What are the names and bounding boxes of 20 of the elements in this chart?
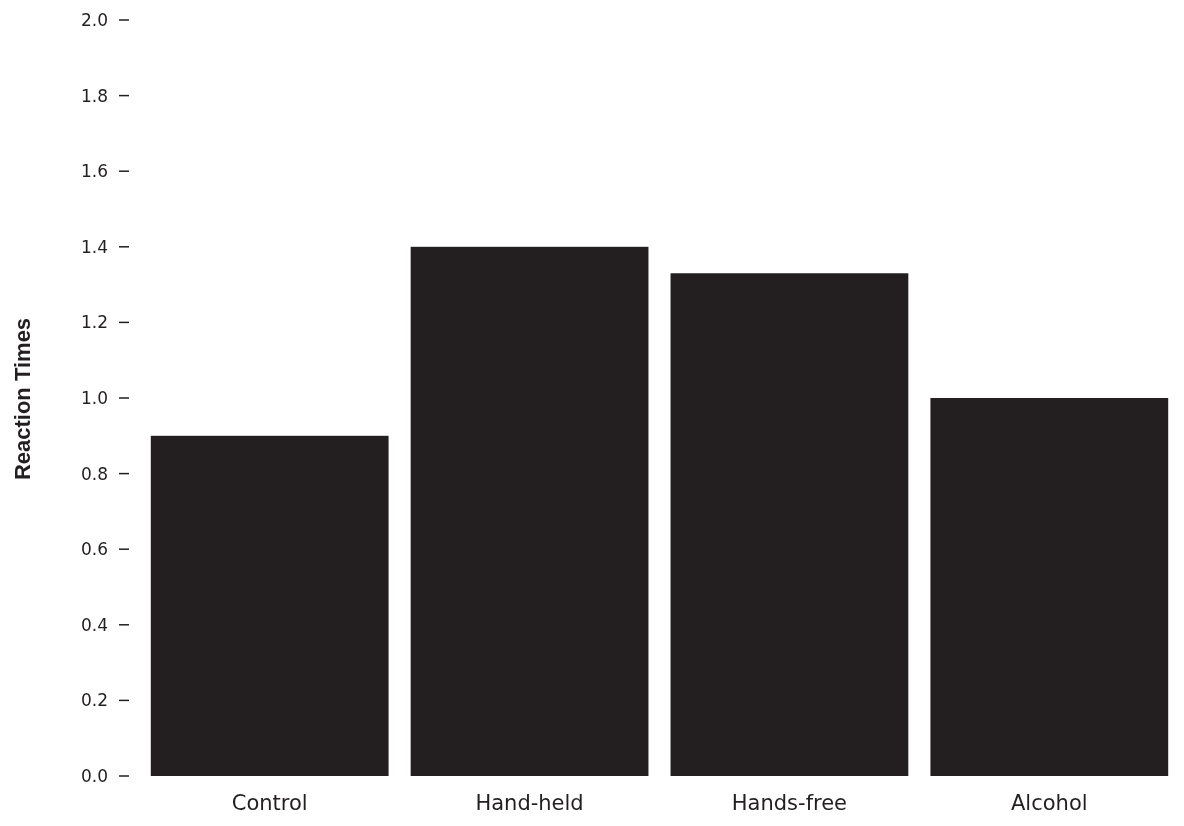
y-tick-label: 0.6	[80, 539, 108, 560]
y-tick-label: 0.2	[80, 690, 108, 711]
bar	[670, 273, 909, 776]
bar	[150, 435, 389, 776]
y-tick-label: 1.0	[80, 387, 108, 408]
x-tick-label: Control	[231, 791, 308, 815]
x-tick-label: Hands-free	[731, 791, 848, 815]
bar	[410, 246, 649, 776]
y-tick-label: 1.8	[80, 85, 108, 106]
bar	[930, 398, 1169, 776]
x-tick-label: Alcohol	[1011, 791, 1088, 815]
y-tick-label: 0.0	[80, 765, 108, 786]
y-tick-label: 2.0	[80, 9, 108, 30]
x-tick-label: Hand-held	[475, 791, 584, 815]
y-tick-label: 0.8	[80, 463, 108, 484]
y-tick-label: 1.4	[80, 236, 108, 257]
y-tick-label: 1.2	[80, 312, 108, 333]
y-tick-label: 1.6	[80, 161, 108, 182]
y-axis-title: Reaction Times	[10, 317, 35, 481]
y-tick-label: 0.4	[80, 614, 108, 635]
